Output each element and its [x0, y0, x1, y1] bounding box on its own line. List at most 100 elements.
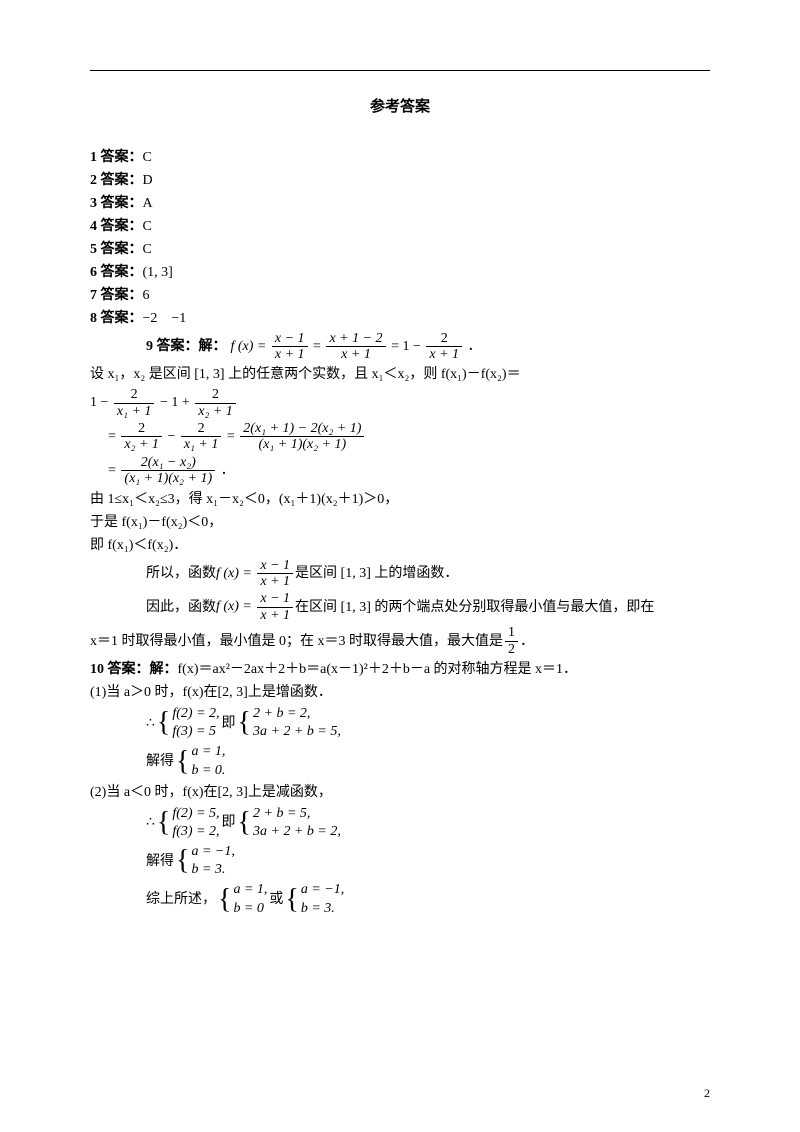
num: 2(x₁ − x₂) [121, 455, 215, 471]
q10-case2: (2)当 a＜0 时，f(x)在[2, 3]上是减函数， [90, 782, 710, 803]
den: x₁ + 1 [181, 437, 222, 452]
frac-1: x − 1x + 1 [272, 331, 308, 363]
frac-half: 12 [505, 625, 518, 657]
label: 5 答案： [90, 242, 143, 257]
expr: 1 − 2x₁ + 1 − 1 + 2x₂ + 1 [90, 387, 238, 419]
eq: = 1 − [391, 339, 421, 354]
frac: 2x₂ + 1 [121, 421, 162, 453]
system: { a = −1, b = 3. [285, 881, 344, 917]
den: (x₁ + 1)(x₂ + 1) [121, 471, 215, 486]
system: { 2 + b = 5, 3a + 2 + b = 2, [238, 805, 341, 841]
value: C [143, 242, 152, 257]
row: a = −1, [191, 843, 234, 861]
solve-label: 解得 [146, 851, 174, 872]
q10-case1: (1)当 a＞0 时，f(x)在[2, 3]上是增函数． [90, 682, 710, 703]
q10-label: 10 答案：解： [90, 662, 178, 677]
q10-sys1: ∴ { f(2) = 2, f(3) = 5 即 { 2 + b = 2, 3a… [146, 705, 710, 741]
answer-2: 2 答案：D [90, 170, 710, 191]
col: 2 + b = 2, 3a + 2 + b = 5, [251, 705, 341, 741]
num: 2(x₁ + 1) − 2(x₂ + 1) [240, 421, 364, 437]
q10-summary: 综上所述， { a = 1, b = 0 或 { a = −1, b = 3. [146, 881, 710, 917]
q10-text: f(x)＝ax²－2ax＋2＋b＝a(x－1)²＋2＋b－a 的对称轴方程是 x… [178, 662, 578, 677]
q9-hence: 因此，函数 f (x) = x − 1x + 1 在区间 [1, 3] 的两个端… [146, 591, 710, 623]
pre: 所以，函数 [146, 563, 216, 584]
value: D [143, 173, 153, 188]
solve-label: 解得 [146, 751, 174, 772]
therefore: ∴ [146, 713, 155, 734]
num: 2 [426, 331, 462, 347]
q9-so1: 于是 f(x₁)－f(x₂)＜0， [90, 512, 710, 533]
q9-step2: = 2x₂ + 1 − 2x₁ + 1 = 2(x₁ + 1) − 2(x₂ +… [90, 421, 710, 453]
den: x + 1 [257, 574, 293, 589]
summary-pre: 综上所述， [146, 889, 216, 910]
label: 2 答案： [90, 173, 143, 188]
col: f(2) = 2, f(3) = 5 [170, 705, 219, 741]
system: { f(2) = 2, f(3) = 5 [157, 705, 220, 741]
num: x − 1 [257, 558, 293, 574]
brace-icon: { [238, 809, 251, 837]
frac: 2x₁ + 1 [114, 387, 155, 419]
den: x₁ + 1 [114, 404, 155, 419]
den: (x₁ + 1)(x₂ + 1) [240, 437, 364, 452]
num: x + 1 − 2 [326, 331, 385, 347]
row: f(3) = 2, [172, 823, 219, 841]
frac: 2x₂ + 1 [195, 387, 236, 419]
value: −2 −1 [143, 311, 187, 326]
num: 2 [121, 421, 162, 437]
answer-1: 1 答案：C [90, 147, 710, 168]
period: ． [221, 463, 235, 478]
label: 1 答案： [90, 150, 143, 165]
q9-line1: 9 答案：解： f (x) = x − 1x + 1 = x + 1 − 2x … [146, 331, 710, 363]
num: 2 [181, 421, 222, 437]
row: 3a + 2 + b = 2, [253, 823, 341, 841]
q10-line0: 10 答案：解：f(x)＝ax²－2ax＋2＋b＝a(x－1)²＋2＋b－a 的… [90, 659, 710, 680]
system: { a = 1, b = 0 [218, 881, 267, 917]
eq: = [313, 339, 321, 354]
or: 或 [269, 889, 283, 910]
q9-step3: = 2(x₁ − x₂)(x₁ + 1)(x₂ + 1) ． [90, 455, 710, 487]
value: (1, 3] [143, 265, 173, 280]
brace-icon: { [157, 709, 170, 737]
page-title: 参考答案 [90, 96, 710, 119]
q10-solve1: 解得 { a = 1, b = 0. [146, 743, 710, 779]
q10-solve2: 解得 { a = −1, b = 3. [146, 843, 710, 879]
page: 参考答案 1 答案：C 2 答案：D 3 答案：A 4 答案：C 5 答案：C … [0, 0, 800, 1132]
therefore: ∴ [146, 812, 155, 833]
row: b = 3. [301, 900, 344, 918]
label: 8 答案： [90, 311, 143, 326]
mid: 即 [222, 812, 236, 833]
num: x − 1 [257, 591, 293, 607]
fx: f (x) = x − 1x + 1 [216, 558, 295, 590]
pre: 因此，函数 [146, 597, 216, 618]
num: x − 1 [272, 331, 308, 347]
brace-icon: { [176, 847, 189, 875]
period: ． [468, 339, 482, 354]
mid: 即 [222, 713, 236, 734]
row: a = 1, [233, 881, 267, 899]
frac-3: 2x + 1 [426, 331, 462, 363]
frac: 2x₁ + 1 [181, 421, 222, 453]
label: 7 答案： [90, 288, 143, 303]
post: 在区间 [1, 3] 的两个端点处分别取得最小值与最大值，即在 [295, 597, 654, 618]
period: ． [520, 631, 534, 652]
system: { f(2) = 5, f(3) = 2, [157, 805, 220, 841]
row: f(3) = 5 [172, 723, 219, 741]
value: C [143, 219, 152, 234]
answer-6: 6 答案：(1, 3] [90, 262, 710, 283]
col: a = −1, b = 3. [299, 881, 344, 917]
eq: = [108, 429, 116, 444]
num: 1 [505, 625, 518, 641]
answer-8: 8 答案：−2 −1 [90, 308, 710, 329]
row: b = 0 [233, 900, 267, 918]
brace-icon: { [238, 709, 251, 737]
fx-eq: f (x) = [216, 566, 252, 581]
col: f(2) = 5, f(3) = 2, [170, 805, 219, 841]
answer-3: 3 答案：A [90, 193, 710, 214]
eq: = [227, 429, 235, 444]
num: 2 [114, 387, 155, 403]
den: x + 1 [326, 347, 385, 362]
answer-5: 5 答案：C [90, 239, 710, 260]
fx-eq: f (x) = [216, 600, 252, 615]
expr: = 2(x₁ − x₂)(x₁ + 1)(x₂ + 1) ． [108, 455, 235, 487]
system: { a = −1, b = 3. [176, 843, 235, 879]
